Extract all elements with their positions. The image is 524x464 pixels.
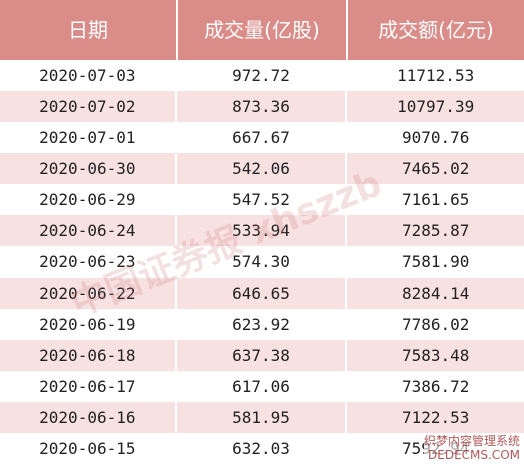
table-row: 2020-06-16 581.95 7122.53 <box>0 401 524 433</box>
table-row: 2020-06-29 547.52 7161.65 <box>0 184 524 216</box>
table-cell: 7386.72 <box>345 370 524 402</box>
table-row: 2020-07-01 667.67 9070.76 <box>0 122 524 154</box>
table-cell: 972.72 <box>174 60 346 92</box>
table-cell: 2020-06-17 <box>39 376 136 396</box>
table-cell: 2020-07-02 <box>39 97 136 117</box>
table-cell: 7583.48 <box>345 339 524 371</box>
table-cell: 2020-06-19 <box>39 314 136 334</box>
table-row: 2020-07-03 972.72 11712.53 <box>0 60 524 92</box>
table-cell: 11712.53 <box>345 60 524 92</box>
table-cell: 667.67 <box>174 122 346 154</box>
table-cell: 542.06 <box>174 153 346 185</box>
table-cell: 7122.53 <box>345 401 524 433</box>
table-cell: 2020-06-24 <box>39 221 136 241</box>
header-cell: 日期 <box>68 18 108 42</box>
table-cell: 7581.90 <box>345 246 524 278</box>
table-cell: 2020-06-23 <box>39 252 136 272</box>
table-cell: 2020-06-22 <box>39 283 136 303</box>
table-cell: 574.30 <box>174 246 346 278</box>
table-row: 2020-06-22 646.65 8284.14 <box>0 277 524 309</box>
table-cell: 8284.14 <box>345 277 524 309</box>
table-header: 日期 成交量(亿股) 成交额(亿元) <box>0 0 524 60</box>
table-cell: 547.52 <box>174 184 346 216</box>
table-cell: 581.95 <box>174 401 346 433</box>
table-cell: 9070.76 <box>345 122 524 154</box>
table-row: 2020-06-17 617.06 7386.72 <box>0 370 524 402</box>
table-row: 2020-06-18 637.38 7583.48 <box>0 339 524 371</box>
table-cell: 623.92 <box>174 308 346 340</box>
table-cell: 2020-07-03 <box>39 66 136 85</box>
table-row: 2020-06-30 542.06 7465.02 <box>0 153 524 185</box>
table-cell: 2020-06-29 <box>39 190 136 210</box>
table-cell: 2020-06-18 <box>39 345 136 365</box>
table-row: 2020-06-15 632.03 7592.94 <box>0 432 524 464</box>
table-cell: 617.06 <box>174 370 346 402</box>
table-cell: 7285.87 <box>345 215 524 247</box>
table-cell: 2020-06-15 <box>39 438 136 458</box>
table-cell: 533.94 <box>174 215 346 247</box>
table-row: 2020-06-23 574.30 7581.90 <box>0 246 524 278</box>
table-cell: 2020-06-16 <box>39 407 136 427</box>
header-cell: 成交量(亿股) <box>176 0 346 60</box>
table-cell: 7465.02 <box>345 153 524 185</box>
table-cell: 632.03 <box>174 432 346 464</box>
table-cell: 7592.94 <box>345 432 524 464</box>
table-cell: 2020-07-01 <box>39 128 136 148</box>
table-cell: 10797.39 <box>345 91 524 123</box>
table-cell: 637.38 <box>174 339 346 371</box>
table-row: 2020-07-02 873.36 10797.39 <box>0 91 524 123</box>
table-row: 2020-06-19 623.92 7786.02 <box>0 308 524 340</box>
table-cell: 873.36 <box>174 91 346 123</box>
table-cell: 2020-06-30 <box>39 159 136 179</box>
table-cell: 7161.65 <box>345 184 524 216</box>
table-cell: 7786.02 <box>345 308 524 340</box>
table-row: 2020-06-24 533.94 7285.87 <box>0 215 524 247</box>
table-cell: 646.65 <box>174 277 346 309</box>
header-cell: 成交额(亿元) <box>346 0 524 60</box>
